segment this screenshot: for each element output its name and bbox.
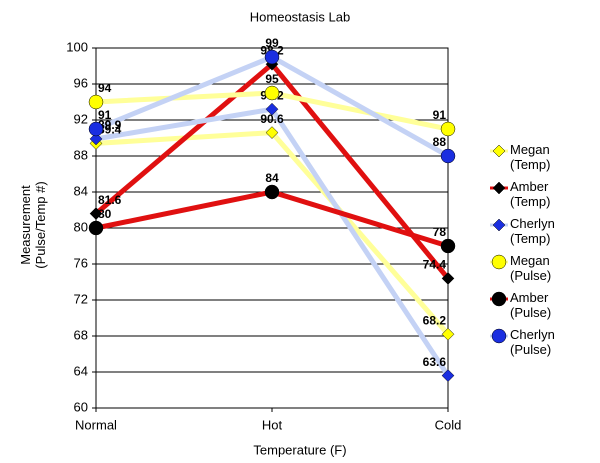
data-label: 80 xyxy=(98,207,112,221)
y-tick-label: 92 xyxy=(74,111,88,126)
legend-item: Amber (Pulse) xyxy=(490,290,570,327)
legend-label: Cherlyn (Pulse) xyxy=(510,327,555,357)
y-tick-label: 96 xyxy=(74,75,88,90)
legend-label: Amber (Pulse) xyxy=(510,290,552,320)
marker xyxy=(440,238,456,254)
y-tick-label: 80 xyxy=(74,219,88,234)
y-tick-label: 60 xyxy=(74,399,88,414)
marker xyxy=(264,184,280,200)
data-label: 88 xyxy=(433,135,447,149)
marker xyxy=(441,327,455,341)
y-tick-label: 72 xyxy=(74,291,88,306)
marker xyxy=(491,328,507,344)
marker xyxy=(440,148,456,164)
marker xyxy=(491,254,507,270)
marker xyxy=(491,291,507,307)
legend-label: Megan (Temp) xyxy=(510,142,551,172)
marker xyxy=(89,207,103,220)
data-label: 89.9 xyxy=(98,118,122,132)
data-label: 90.6 xyxy=(260,112,284,126)
x-axis-label: Temperature (F) xyxy=(253,442,346,457)
data-label: 84 xyxy=(265,171,279,185)
marker xyxy=(441,272,455,285)
marker xyxy=(492,218,506,232)
x-tick-label: Normal xyxy=(75,417,117,432)
x-tick-label: Hot xyxy=(262,417,283,432)
y-tick-label: 76 xyxy=(74,255,88,270)
legend-icon xyxy=(490,254,508,270)
legend-label: Amber (Temp) xyxy=(510,179,551,209)
marker xyxy=(88,220,104,236)
legend-icon xyxy=(490,144,508,158)
data-label: 81.6 xyxy=(98,193,122,207)
legend-icon xyxy=(490,181,508,195)
legend-icon xyxy=(490,291,508,307)
legend-item: Cherlyn (Pulse) xyxy=(490,327,570,364)
legend-icon xyxy=(490,218,508,232)
marker xyxy=(89,132,103,146)
legend-item: Megan (Pulse) xyxy=(490,253,570,290)
legend-item: Cherlyn (Temp) xyxy=(490,216,570,253)
data-label: 99 xyxy=(265,36,279,50)
chart-title: Homeostasis Lab xyxy=(250,9,350,24)
marker xyxy=(264,85,280,101)
x-tick-label: Cold xyxy=(435,417,462,432)
marker xyxy=(265,102,279,116)
data-label: 91 xyxy=(433,108,447,122)
y-tick-label: 100 xyxy=(66,39,88,54)
y-tick-label: 68 xyxy=(74,327,88,342)
legend-label: Cherlyn (Temp) xyxy=(510,216,555,246)
legend-item: Megan (Temp) xyxy=(490,142,570,179)
y-axis-label: Measurement (Pulse/Temp #) xyxy=(18,181,48,269)
series-line xyxy=(95,130,450,336)
legend-item: Amber (Temp) xyxy=(490,179,570,216)
marker xyxy=(264,49,280,65)
data-label: 63.6 xyxy=(423,355,447,369)
data-label: 78 xyxy=(433,225,447,239)
marker xyxy=(440,121,456,137)
y-tick-label: 84 xyxy=(74,183,88,198)
legend-icon xyxy=(490,328,508,344)
y-tick-label: 88 xyxy=(74,147,88,162)
marker xyxy=(265,126,279,139)
marker xyxy=(441,369,455,382)
legend-label: Megan (Pulse) xyxy=(510,253,552,283)
data-label: 95 xyxy=(265,72,279,86)
marker xyxy=(492,181,506,195)
y-tick-label: 64 xyxy=(74,363,88,378)
marker xyxy=(88,121,104,137)
data-label: 74.4 xyxy=(423,258,447,272)
data-label: 91 xyxy=(98,108,112,122)
data-label: 68.2 xyxy=(423,313,447,327)
marker xyxy=(492,144,506,158)
data-label: 89.4 xyxy=(98,123,122,137)
series-line xyxy=(95,189,449,249)
legend: Megan (Temp) Amber (Temp) Cherlyn (Temp) Me… xyxy=(490,142,570,364)
data-label: 94 xyxy=(98,81,112,95)
marker xyxy=(88,94,104,110)
